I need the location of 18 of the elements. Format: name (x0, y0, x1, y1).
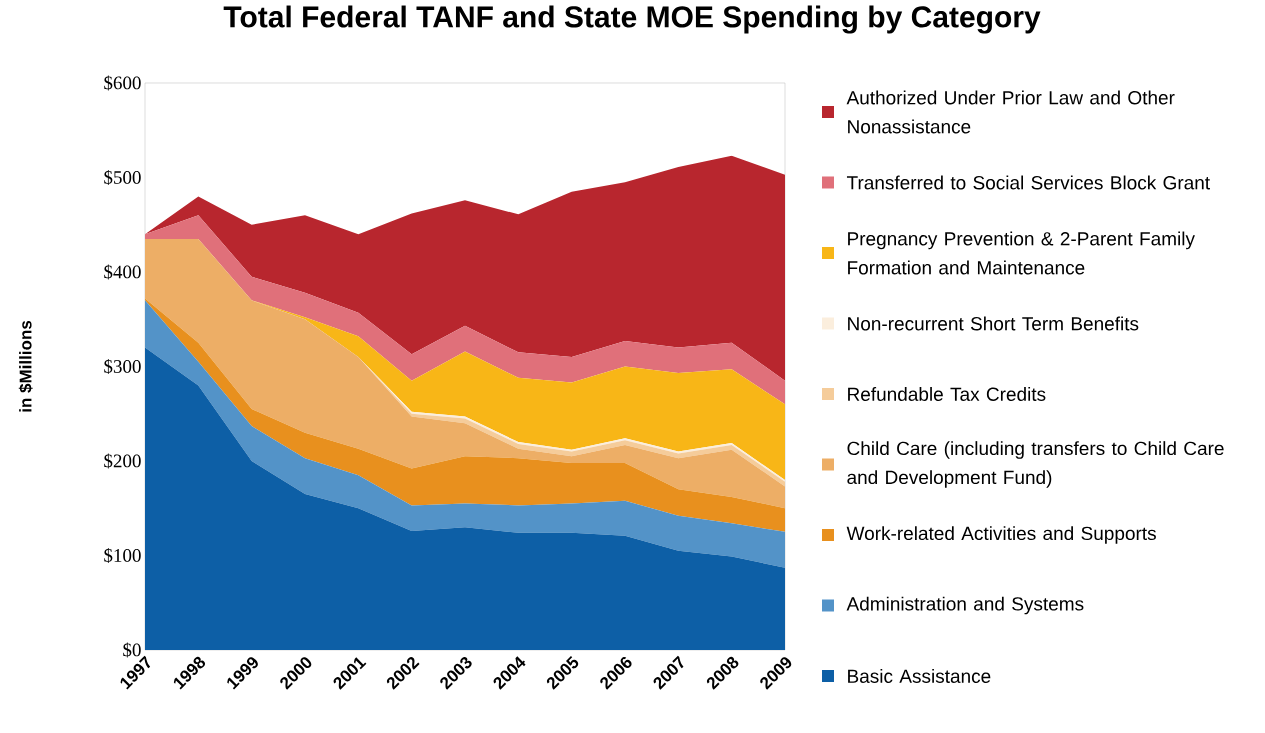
legend-label: Administration and Systems (846, 596, 1084, 615)
legend-label: Child Care (including transfers to Child Care and Development Fund) (847, 441, 1224, 488)
y-tick-label: $200 (104, 453, 141, 469)
y-tick-label: $400 (104, 264, 141, 280)
chart-title: Total Federal TANF and State MOE Spending by Category (223, 5, 1041, 34)
legend-label: Work-related Activities and Supports (846, 526, 1156, 544)
y-tick-label: $0 (123, 642, 141, 658)
y-tick-label: $100 (104, 547, 141, 564)
y-tick-label: $300 (104, 358, 141, 375)
legend-label: Basic Assistance (848, 669, 991, 683)
legend-label: Refundable Tax Credits (848, 387, 1046, 401)
legend-label: Authorized Under Prior Law and Other Nonassistance (846, 90, 1175, 134)
y-tick-label: $500 (104, 169, 141, 186)
y-tick-label: $600 (104, 75, 141, 91)
legend-label: Transferred to Social Services Block Grant (846, 175, 1210, 190)
legend-label: Non-recurrent Short Term Benefits (848, 316, 1139, 331)
legend-label: Pregnancy Prevention & 2-Parent Family Formation and Maintenance (848, 231, 1195, 275)
y-axis-title: in $Millions (18, 320, 33, 412)
